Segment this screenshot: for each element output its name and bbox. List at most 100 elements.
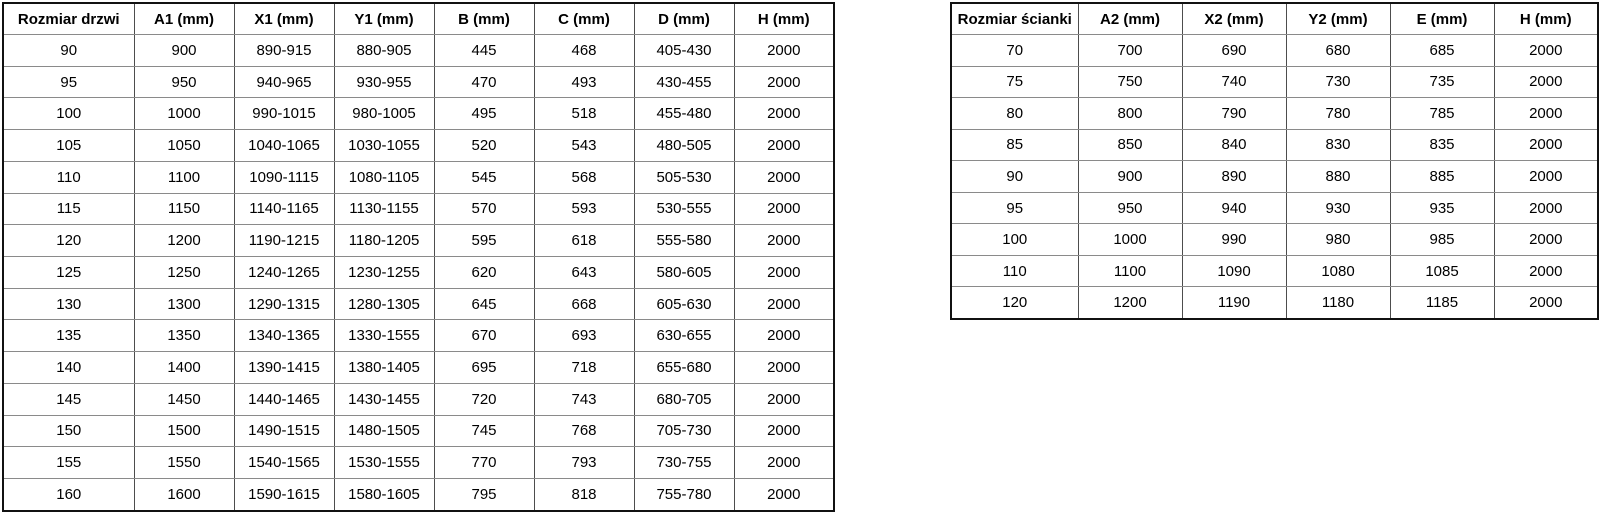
table-cell: 1530-1555 <box>333 446 435 480</box>
column-header: H (mm) <box>1493 2 1599 35</box>
table-cell: 1000 <box>1077 223 1183 256</box>
table-cell: 835 <box>1389 128 1495 162</box>
column-header: X1 (mm) <box>233 2 335 35</box>
header-row: Rozmiar ścianki A2 (mm) X2 (mm) Y2 (mm) E (m… <box>950 2 1599 35</box>
table-cell: 110 <box>2 160 135 194</box>
table-cell: 1080-1105 <box>333 160 435 194</box>
table-cell: 930-955 <box>333 65 435 99</box>
table-cell: 2000 <box>733 192 835 226</box>
table-cell: 2000 <box>733 446 835 480</box>
table-cell: 155 <box>2 446 135 480</box>
table-cell: 430-455 <box>633 65 735 99</box>
table-cell: 1580-1605 <box>333 478 435 512</box>
table-row: 155 1550 1540-1565 1530-1555 770 793 730-755 20… <box>2 446 835 480</box>
table-cell: 70 <box>950 34 1079 67</box>
table-cell: 110 <box>950 254 1079 288</box>
table-cell: 455-480 <box>633 97 735 131</box>
table-cell: 570 <box>433 192 535 226</box>
table-row: 120 1200 1190-1215 1180-1205 595 618 555-580 20… <box>2 224 835 258</box>
table-row: 140 1400 1390-1415 1380-1405 695 718 655-680 20… <box>2 351 835 384</box>
column-header: A2 (mm) <box>1077 2 1183 35</box>
table-cell: 105 <box>2 129 135 162</box>
table-cell: 2000 <box>733 160 835 194</box>
table-cell: 2000 <box>1493 97 1599 130</box>
table-cell: 2000 <box>733 65 835 99</box>
table-cell: 545 <box>433 160 535 194</box>
table-cell: 2000 <box>733 287 835 321</box>
table-cell: 950 <box>1077 191 1183 225</box>
table-cell: 645 <box>433 287 535 321</box>
table-cell: 720 <box>433 382 535 416</box>
table-cell: 1150 <box>133 192 235 226</box>
table-cell: 1490-1515 <box>233 414 335 448</box>
table-cell: 655-680 <box>633 351 735 384</box>
table-cell: 690 <box>1181 34 1287 67</box>
table-cell: 530-555 <box>633 192 735 226</box>
table-cell: 1100 <box>1077 254 1183 288</box>
table-cell: 1180 <box>1285 286 1391 320</box>
table-cell: 120 <box>2 224 135 258</box>
table-cell: 900 <box>133 34 235 67</box>
table-cell: 2000 <box>733 129 835 162</box>
table-cell: 1230-1255 <box>333 256 435 289</box>
table-cell: 668 <box>533 287 635 321</box>
table-cell: 1390-1415 <box>233 351 335 384</box>
table-cell: 1190 <box>1181 286 1287 320</box>
table-cell: 2000 <box>733 382 835 416</box>
column-header: E (mm) <box>1389 2 1495 35</box>
table-cell: 95 <box>2 65 135 99</box>
table-cell: 1300 <box>133 287 235 321</box>
table-cell: 1450 <box>133 382 235 416</box>
table-cell: 880-905 <box>333 34 435 67</box>
table-cell: 670 <box>433 319 535 353</box>
table-cell: 445 <box>433 34 535 67</box>
table-cell: 80 <box>950 97 1079 130</box>
table-row: 150 1500 1490-1515 1480-1505 745 768 705-730 20… <box>2 414 835 448</box>
table-cell: 2000 <box>1493 254 1599 288</box>
table-cell: 700 <box>1077 34 1183 67</box>
table-cell: 770 <box>433 446 535 480</box>
table-cell: 568 <box>533 160 635 194</box>
table-row: 135 1350 1340-1365 1330-1555 670 693 630-655 20… <box>2 319 835 353</box>
table-cell: 935 <box>1389 191 1495 225</box>
table-row: 90 900 890-915 880-905 445 468 405-430 2000 <box>2 34 835 67</box>
door-sizes-table: Rozmiar drzwi A1 (mm) X1 (mm) Y1 (mm) B (mm)… <box>2 2 835 512</box>
table-cell: 1550 <box>133 446 235 480</box>
table-cell: 990 <box>1181 223 1287 256</box>
column-header: C (mm) <box>533 2 635 35</box>
table-cell: 880 <box>1285 160 1391 193</box>
table-cell: 743 <box>533 382 635 416</box>
table-cell: 468 <box>533 34 635 67</box>
column-header: Rozmiar drzwi <box>2 2 135 35</box>
table-cell: 495 <box>433 97 535 131</box>
table-cell: 115 <box>2 192 135 226</box>
table-cell: 2000 <box>733 351 835 384</box>
table-cell: 605-630 <box>633 287 735 321</box>
table-cell: 1330-1555 <box>333 319 435 353</box>
table-cell: 125 <box>2 256 135 289</box>
table-cell: 470 <box>433 65 535 99</box>
table-cell: 145 <box>2 382 135 416</box>
table-cell: 1080 <box>1285 254 1391 288</box>
table-cell: 518 <box>533 97 635 131</box>
column-header: D (mm) <box>633 2 735 35</box>
column-header: X2 (mm) <box>1181 2 1287 35</box>
table-cell: 75 <box>950 65 1079 99</box>
table-cell: 1430-1455 <box>333 382 435 416</box>
table-cell: 595 <box>433 224 535 258</box>
table-cell: 1380-1405 <box>333 351 435 384</box>
table-cell: 1030-1055 <box>333 129 435 162</box>
table-cell: 405-430 <box>633 34 735 67</box>
table-cell: 2000 <box>733 319 835 353</box>
table-cell: 750 <box>1077 65 1183 99</box>
table-cell: 480-505 <box>633 129 735 162</box>
table-cell: 130 <box>2 287 135 321</box>
table-row: 110 1100 1090 1080 1085 2000 <box>950 254 1599 288</box>
table-cell: 95 <box>950 191 1079 225</box>
table-cell: 85 <box>950 128 1079 162</box>
table-cell: 1350 <box>133 319 235 353</box>
table-cell: 695 <box>433 351 535 384</box>
table-cell: 90 <box>950 160 1079 193</box>
table-cell: 1000 <box>133 97 235 131</box>
column-header: A1 (mm) <box>133 2 235 35</box>
